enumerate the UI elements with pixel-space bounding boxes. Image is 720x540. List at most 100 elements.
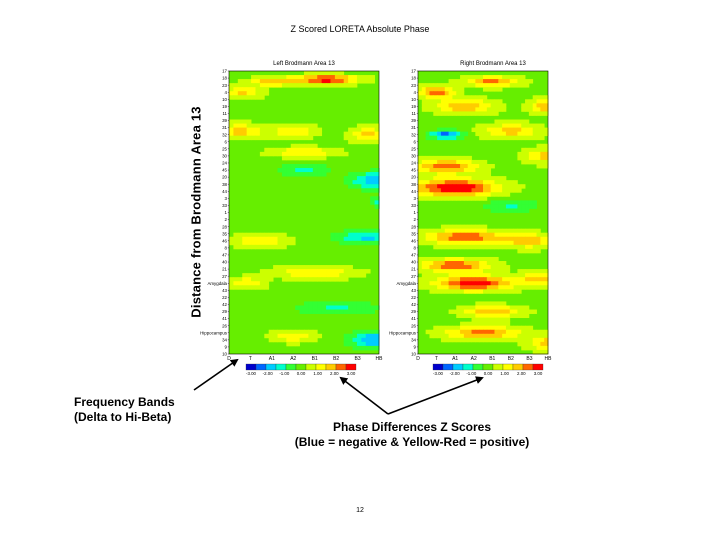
heatmap-cell (348, 228, 353, 234)
heatmap-cell (513, 273, 518, 278)
y-tick-label: 21 (411, 267, 416, 272)
heatmap-cell (505, 305, 511, 310)
heatmap-cell (242, 95, 248, 100)
y-tick-label: 39 (222, 118, 227, 123)
heatmap-cell (517, 313, 522, 319)
heatmap-cell (361, 176, 367, 181)
heatmap-cell (343, 269, 349, 274)
heatmap-cell (339, 273, 345, 278)
heatmap-cell (521, 345, 526, 351)
heatmap-cell (521, 208, 526, 213)
heatmap-cell (494, 321, 499, 327)
heatmap-cell (490, 261, 495, 266)
heatmap-cell (517, 208, 522, 213)
heatmap-cell (317, 147, 323, 153)
heatmap-cell (467, 184, 472, 189)
heatmap-cell (425, 329, 430, 335)
heatmap-cell (356, 341, 362, 347)
heatmap-cell (502, 337, 507, 343)
heatmap-cell (425, 168, 430, 173)
heatmap-cell (334, 305, 340, 310)
heatmap-cell (277, 135, 283, 141)
heatmap-cell (490, 79, 495, 84)
heatmap-cell (467, 277, 472, 282)
heatmap-cell (471, 192, 476, 197)
heatmap-cell (525, 325, 530, 331)
heatmap-cell (295, 329, 300, 335)
heatmap-cell (452, 168, 457, 173)
heatmap-cell (498, 240, 503, 246)
heatmap-cell (471, 95, 476, 100)
x-tick-label: T (435, 356, 438, 362)
heatmap-cell (290, 333, 296, 339)
heatmap-cell (486, 325, 492, 331)
heatmap-cell (475, 196, 480, 201)
heatmap-cell (521, 155, 526, 161)
heatmap-cell (536, 337, 541, 343)
heatmap-cell (444, 273, 449, 278)
heatmap-cell (304, 151, 309, 157)
heatmap-cell (486, 265, 492, 270)
heatmap-cell (475, 329, 480, 335)
heatmap-cell (460, 325, 465, 331)
heatmap-cell (237, 95, 243, 100)
heatmap-cell (540, 333, 545, 339)
heatmap-cell (460, 236, 465, 242)
heatmap-cell (525, 232, 530, 238)
heatmap-cell (517, 329, 522, 335)
heatmap-cell (326, 265, 331, 270)
heatmap-cell (273, 232, 278, 238)
heatmap-cell (483, 79, 488, 84)
heatmap-cell (295, 155, 300, 161)
heatmap-cell (475, 273, 480, 278)
heatmap-cell (502, 135, 507, 141)
heatmap-cell (308, 172, 314, 177)
colorbar-swatch (305, 363, 317, 371)
heatmap-cell (452, 256, 457, 262)
heatmap-cell (273, 244, 278, 250)
heatmap-cell (421, 103, 427, 108)
heatmap-cell (528, 244, 534, 250)
heatmap-cell (486, 83, 492, 88)
heatmap-cell (361, 269, 367, 274)
heatmap-cell (494, 127, 499, 133)
heatmap-cell (356, 172, 362, 177)
heatmap-cell (242, 240, 248, 246)
heatmap-cell (498, 232, 503, 238)
heatmap-cell (268, 277, 274, 282)
heatmap-cell (352, 301, 358, 306)
heatmap-cell (317, 301, 323, 306)
heatmap-cell (517, 131, 522, 137)
heatmap-cell (471, 265, 476, 270)
heatmap-cell (483, 111, 488, 116)
heatmap-cell (467, 188, 472, 193)
heatmap-cell (437, 281, 442, 286)
heatmap-cell (425, 273, 430, 278)
heatmap-cell (494, 111, 499, 116)
x-tick-label: HB (376, 356, 384, 362)
heatmap-cell (437, 176, 442, 181)
heatmap-cell (448, 273, 453, 278)
heatmap-cell (233, 131, 239, 137)
heatmap-cell (444, 159, 449, 165)
heatmap-cell (505, 265, 511, 270)
heatmap-cell (268, 273, 274, 278)
heatmap-cell (532, 285, 537, 290)
y-tick-label: 10 (411, 97, 416, 102)
heatmap-cell (517, 123, 522, 128)
heatmap-cell (502, 321, 507, 327)
heatmap-cell (525, 147, 530, 153)
heatmap-cell (326, 277, 331, 282)
heatmap-cell (536, 95, 541, 100)
heatmap-cell (304, 273, 309, 278)
heatmap-cell (479, 329, 484, 335)
heatmap-cell (440, 236, 446, 242)
heatmap-cell (448, 176, 453, 181)
heatmap-cell (299, 123, 305, 128)
y-tick-label: 29 (411, 309, 416, 314)
heatmap-cell (525, 240, 530, 246)
heatmap-cell (467, 163, 472, 169)
heatmap-cell (343, 301, 349, 306)
heatmap-cell (418, 95, 423, 100)
heatmap-cell (421, 159, 427, 165)
